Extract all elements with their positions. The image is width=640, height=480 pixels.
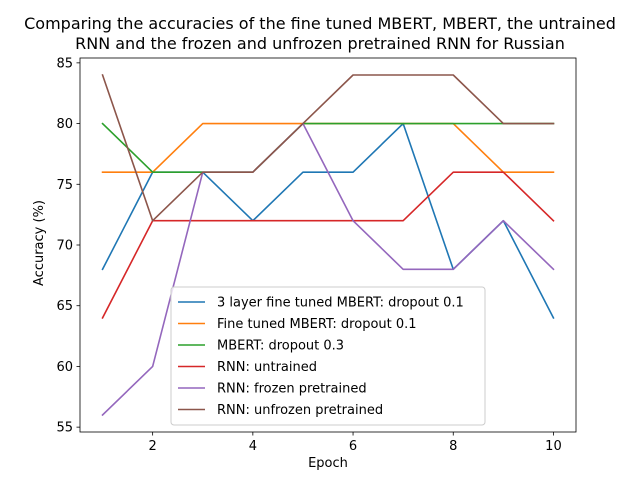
y-tick-label: 70 (56, 239, 73, 254)
series-line-3 (101, 122, 555, 173)
x-tick-label: 8 (449, 439, 457, 454)
chart-title-line-2: RNN and the frozen and unfrozen pretrain… (75, 34, 565, 53)
y-tick-label: 60 (56, 360, 73, 375)
y-tick-label: 85 (56, 56, 73, 71)
legend-label-4: RNN: untrained (217, 360, 317, 375)
series-line-6 (101, 73, 555, 222)
x-tick-label: 4 (249, 439, 257, 454)
y-tick-label: 65 (56, 299, 73, 314)
legend-label-6: RNN: unfrozen pretrained (217, 403, 383, 418)
legend-label-1: 3 layer fine tuned MBERT: dropout 0.1 (217, 296, 464, 311)
plot-series-group (101, 73, 555, 417)
series-line-4 (101, 171, 555, 319)
legend-label-3: MBERT: dropout 0.3 (217, 339, 344, 354)
y-tick-label: 55 (56, 421, 73, 436)
x-tick-label: 2 (149, 439, 157, 454)
chart-title-line-1: Comparing the accuracies of the fine tun… (24, 14, 616, 33)
y-axis-ticks: 55 60 65 70 75 80 85 (56, 56, 80, 436)
series-line-5 (101, 122, 555, 417)
x-axis-ticks: 2 4 6 8 10 (149, 432, 562, 454)
y-tick-label: 75 (56, 178, 73, 193)
x-tick-label: 10 (545, 439, 562, 454)
x-tick-label: 6 (349, 439, 357, 454)
legend-label-2: Fine tuned MBERT: dropout 0.1 (217, 317, 417, 332)
legend-box (170, 286, 486, 426)
y-axis-label: Accuracy (%) (32, 200, 47, 286)
legend: 3 layer fine tuned MBERT: dropout 0.1 Fin… (170, 286, 486, 426)
legend-label-5: RNN: frozen pretrained (217, 382, 367, 397)
x-axis-label: Epoch (308, 456, 348, 471)
y-tick-label: 80 (56, 117, 73, 132)
